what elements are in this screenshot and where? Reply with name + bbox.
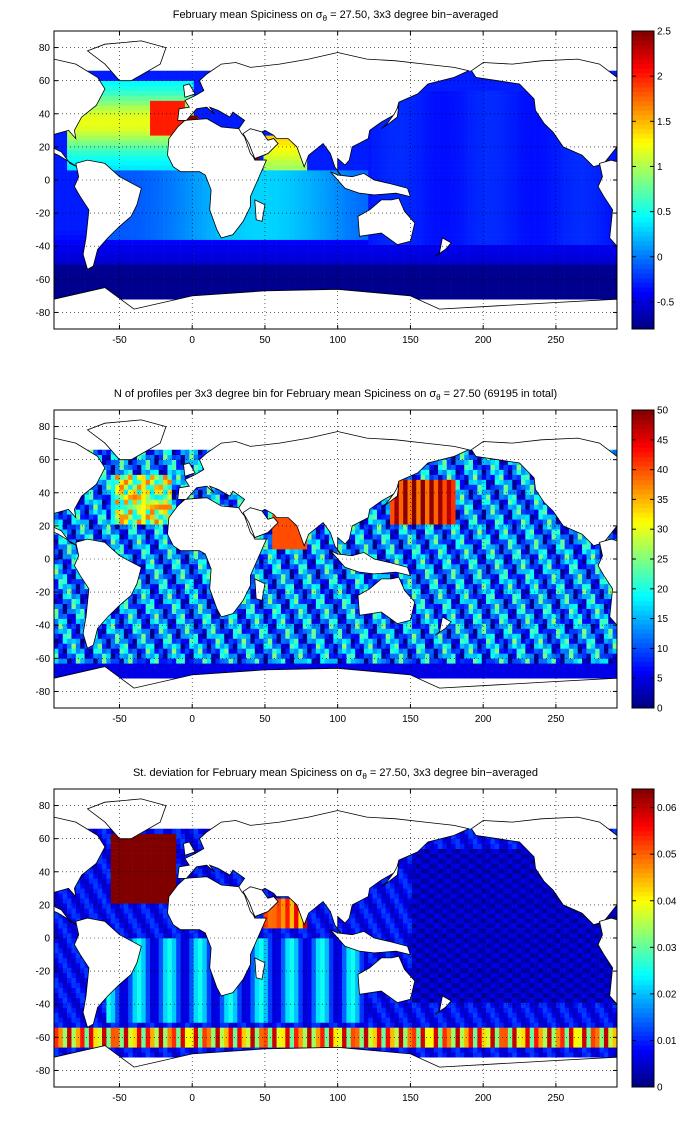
colorbar-tick-label: 0.05: [657, 850, 677, 861]
colorbar-tick-label: 0.5: [657, 207, 671, 218]
y-tick-label: -80: [36, 687, 51, 698]
y-tick-label: -60: [36, 1033, 51, 1044]
x-tick-label: -50: [112, 714, 127, 725]
x-tick-label: 200: [475, 1093, 492, 1104]
colorbar-tick-label: 50: [657, 406, 669, 417]
x-tick-label: 150: [402, 335, 419, 346]
colorbar-tick-label: 0.06: [657, 803, 677, 814]
colorbar-tick-label: 0: [657, 1083, 663, 1094]
colorbar-tick-label: 25: [657, 555, 669, 566]
grid-lines: [54, 410, 617, 708]
x-tick-label: 200: [475, 335, 492, 346]
y-tick-label: 0: [44, 555, 50, 566]
y-tick-label: -20: [36, 588, 51, 599]
colorbar-tick-label: 1.5: [657, 117, 671, 128]
colorbar-tick-label: 0.02: [657, 989, 677, 1000]
land-masses: [54, 419, 617, 708]
x-tick-label: 150: [402, 1093, 419, 1104]
grid-lines: [54, 31, 617, 329]
y-tick-label: -80: [36, 308, 51, 319]
y-tick-label: 80: [39, 801, 51, 812]
y-tick-label: 20: [39, 900, 51, 911]
y-tick-label: 80: [39, 43, 51, 54]
colorbar-tick-label: 15: [657, 614, 669, 625]
x-tick-label: 0: [189, 714, 195, 725]
y-tick-label: 40: [39, 109, 51, 120]
colorbar-tick-label: 0: [657, 704, 663, 715]
chart-panel-2: -50 0 50 100 150 200 250806040200-20-40-60-80N…: [36, 388, 669, 725]
y-tick-label: 20: [39, 142, 51, 153]
colorbar: 0.06 0.05 0.04 0.03 0.02 0.01 0: [631, 788, 677, 1094]
land-masses: [54, 40, 617, 329]
colorbar-tick-label: 45: [657, 435, 669, 446]
x-tick-label: 0: [189, 1093, 195, 1104]
y-tick-label: -20: [36, 209, 51, 220]
colorbar-tick-label: 30: [657, 525, 669, 536]
y-tick-label: 60: [39, 834, 51, 845]
x-tick-label: 250: [548, 1093, 565, 1104]
colorbar-tick-label: 40: [657, 465, 669, 476]
x-tick-label: -50: [112, 1093, 127, 1104]
y-tick-label: -60: [36, 275, 51, 286]
colorbar-tick-label: 0.04: [657, 896, 677, 907]
x-tick-label: -50: [112, 335, 127, 346]
chart-title: February mean Spiciness on σθ = 27.50, 3…: [173, 9, 499, 23]
land-masses: [54, 798, 617, 1087]
x-tick-label: 100: [329, 1093, 346, 1104]
colorbar-tick-label: 10: [657, 644, 669, 655]
y-tick-label: -40: [36, 242, 51, 253]
x-tick-label: 200: [475, 714, 492, 725]
y-tick-label: 60: [39, 455, 51, 466]
colorbar-tick-label: 5: [657, 674, 663, 685]
grid-lines: [54, 789, 617, 1087]
colorbar-tick-label: 2.5: [657, 27, 671, 38]
x-tick-label: 250: [548, 335, 565, 346]
y-tick-label: -40: [36, 621, 51, 632]
colorbar-tick-label: 20: [657, 584, 669, 595]
chart-panel-1: -50 0 50 100 150 200 250806040200-20-40-60-80F…: [36, 9, 675, 346]
colorbar-tick-label: 1: [657, 162, 663, 173]
y-tick-label: -60: [36, 654, 51, 665]
y-tick-label: 80: [39, 422, 51, 433]
y-tick-label: 40: [39, 867, 51, 878]
y-tick-label: 0: [44, 176, 50, 187]
colorbar-tick-label: 0.03: [657, 943, 677, 954]
x-tick-label: 100: [329, 714, 346, 725]
x-tick-label: 50: [259, 1093, 271, 1104]
x-tick-label: 50: [259, 714, 271, 725]
colorbar: 2.5 2 1.5 1 0.5 0 -0.5: [631, 27, 675, 330]
colorbar-tick-label: 2: [657, 72, 663, 83]
y-tick-label: -20: [36, 967, 51, 978]
y-tick-label: -40: [36, 1000, 51, 1011]
colorbar-tick-label: -0.5: [657, 297, 675, 308]
colorbar-tick-label: 35: [657, 495, 669, 506]
x-tick-label: 50: [259, 335, 271, 346]
chart-title: N of profiles per 3x3 degree bin for Feb…: [114, 388, 557, 402]
chart-panel-3: -50 0 50 100 150 200 250806040200-20-40-60-80S…: [36, 767, 677, 1104]
y-tick-label: 0: [44, 934, 50, 945]
x-tick-label: 150: [402, 714, 419, 725]
x-tick-label: 250: [548, 714, 565, 725]
x-tick-label: 0: [189, 335, 195, 346]
chart-title: St. deviation for February mean Spicines…: [133, 767, 538, 781]
x-tick-label: 100: [329, 335, 346, 346]
colorbar-tick-label: 0.01: [657, 1036, 677, 1047]
y-tick-label: 20: [39, 521, 51, 532]
colorbar-tick-label: 0: [657, 252, 663, 263]
y-tick-label: 60: [39, 76, 51, 87]
y-tick-label: -80: [36, 1066, 51, 1077]
y-tick-label: 40: [39, 488, 51, 499]
